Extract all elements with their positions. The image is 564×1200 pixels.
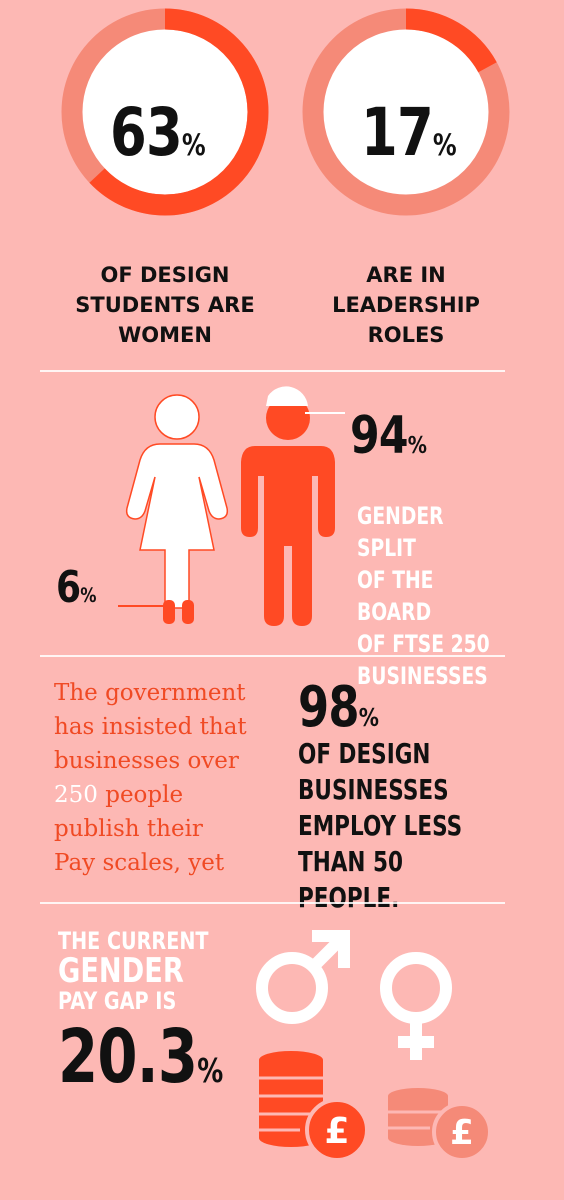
pay-gap-value: 20.3% [58,1014,223,1100]
leadership-label: ARE IN LEADERSHIP ROLES [332,263,480,347]
board-male-value: 94% [350,406,427,466]
women-students-label: OF DESIGN STUDENTS ARE WOMEN [75,263,255,347]
design-businesses-value: 98% [298,675,379,740]
leadership-value: 17% [361,94,457,171]
coins-pound-icon-small: £ [388,1088,492,1162]
government-text: The government has insisted that busines… [54,680,247,876]
pound-symbol-right: £ [450,1113,474,1153]
donut-women-students-arc [61,8,269,216]
government-threshold: 250 [54,782,98,808]
donut-leadership-arc [302,8,510,216]
donut-leadership [302,8,510,216]
board-split-figures [118,386,345,626]
man-icon [241,386,335,626]
pay-gap-icons: £ £ [256,930,492,1162]
male-symbol-icon [256,930,350,1024]
pound-symbol-left: £ [324,1111,349,1152]
divider-3 [40,902,505,904]
donut-women-students [61,8,269,216]
pay-gap-label: THE CURRENT GENDER PAY GAP IS [58,927,209,1015]
woman-icon [125,394,229,624]
women-students-value: 63% [110,94,206,171]
design-businesses-label: OF DESIGN BUSINESSES EMPLOY LESS THAN 50… [298,737,463,914]
board-female-value: 6% [56,562,97,613]
divider-1 [40,370,505,372]
female-symbol-icon [380,952,452,1060]
divider-2 [40,655,505,657]
coins-pound-icon: £ [259,1051,369,1162]
board-split-label: GENDER SPLIT OF THE BOARD OF FTSE 250 BU… [357,502,490,690]
